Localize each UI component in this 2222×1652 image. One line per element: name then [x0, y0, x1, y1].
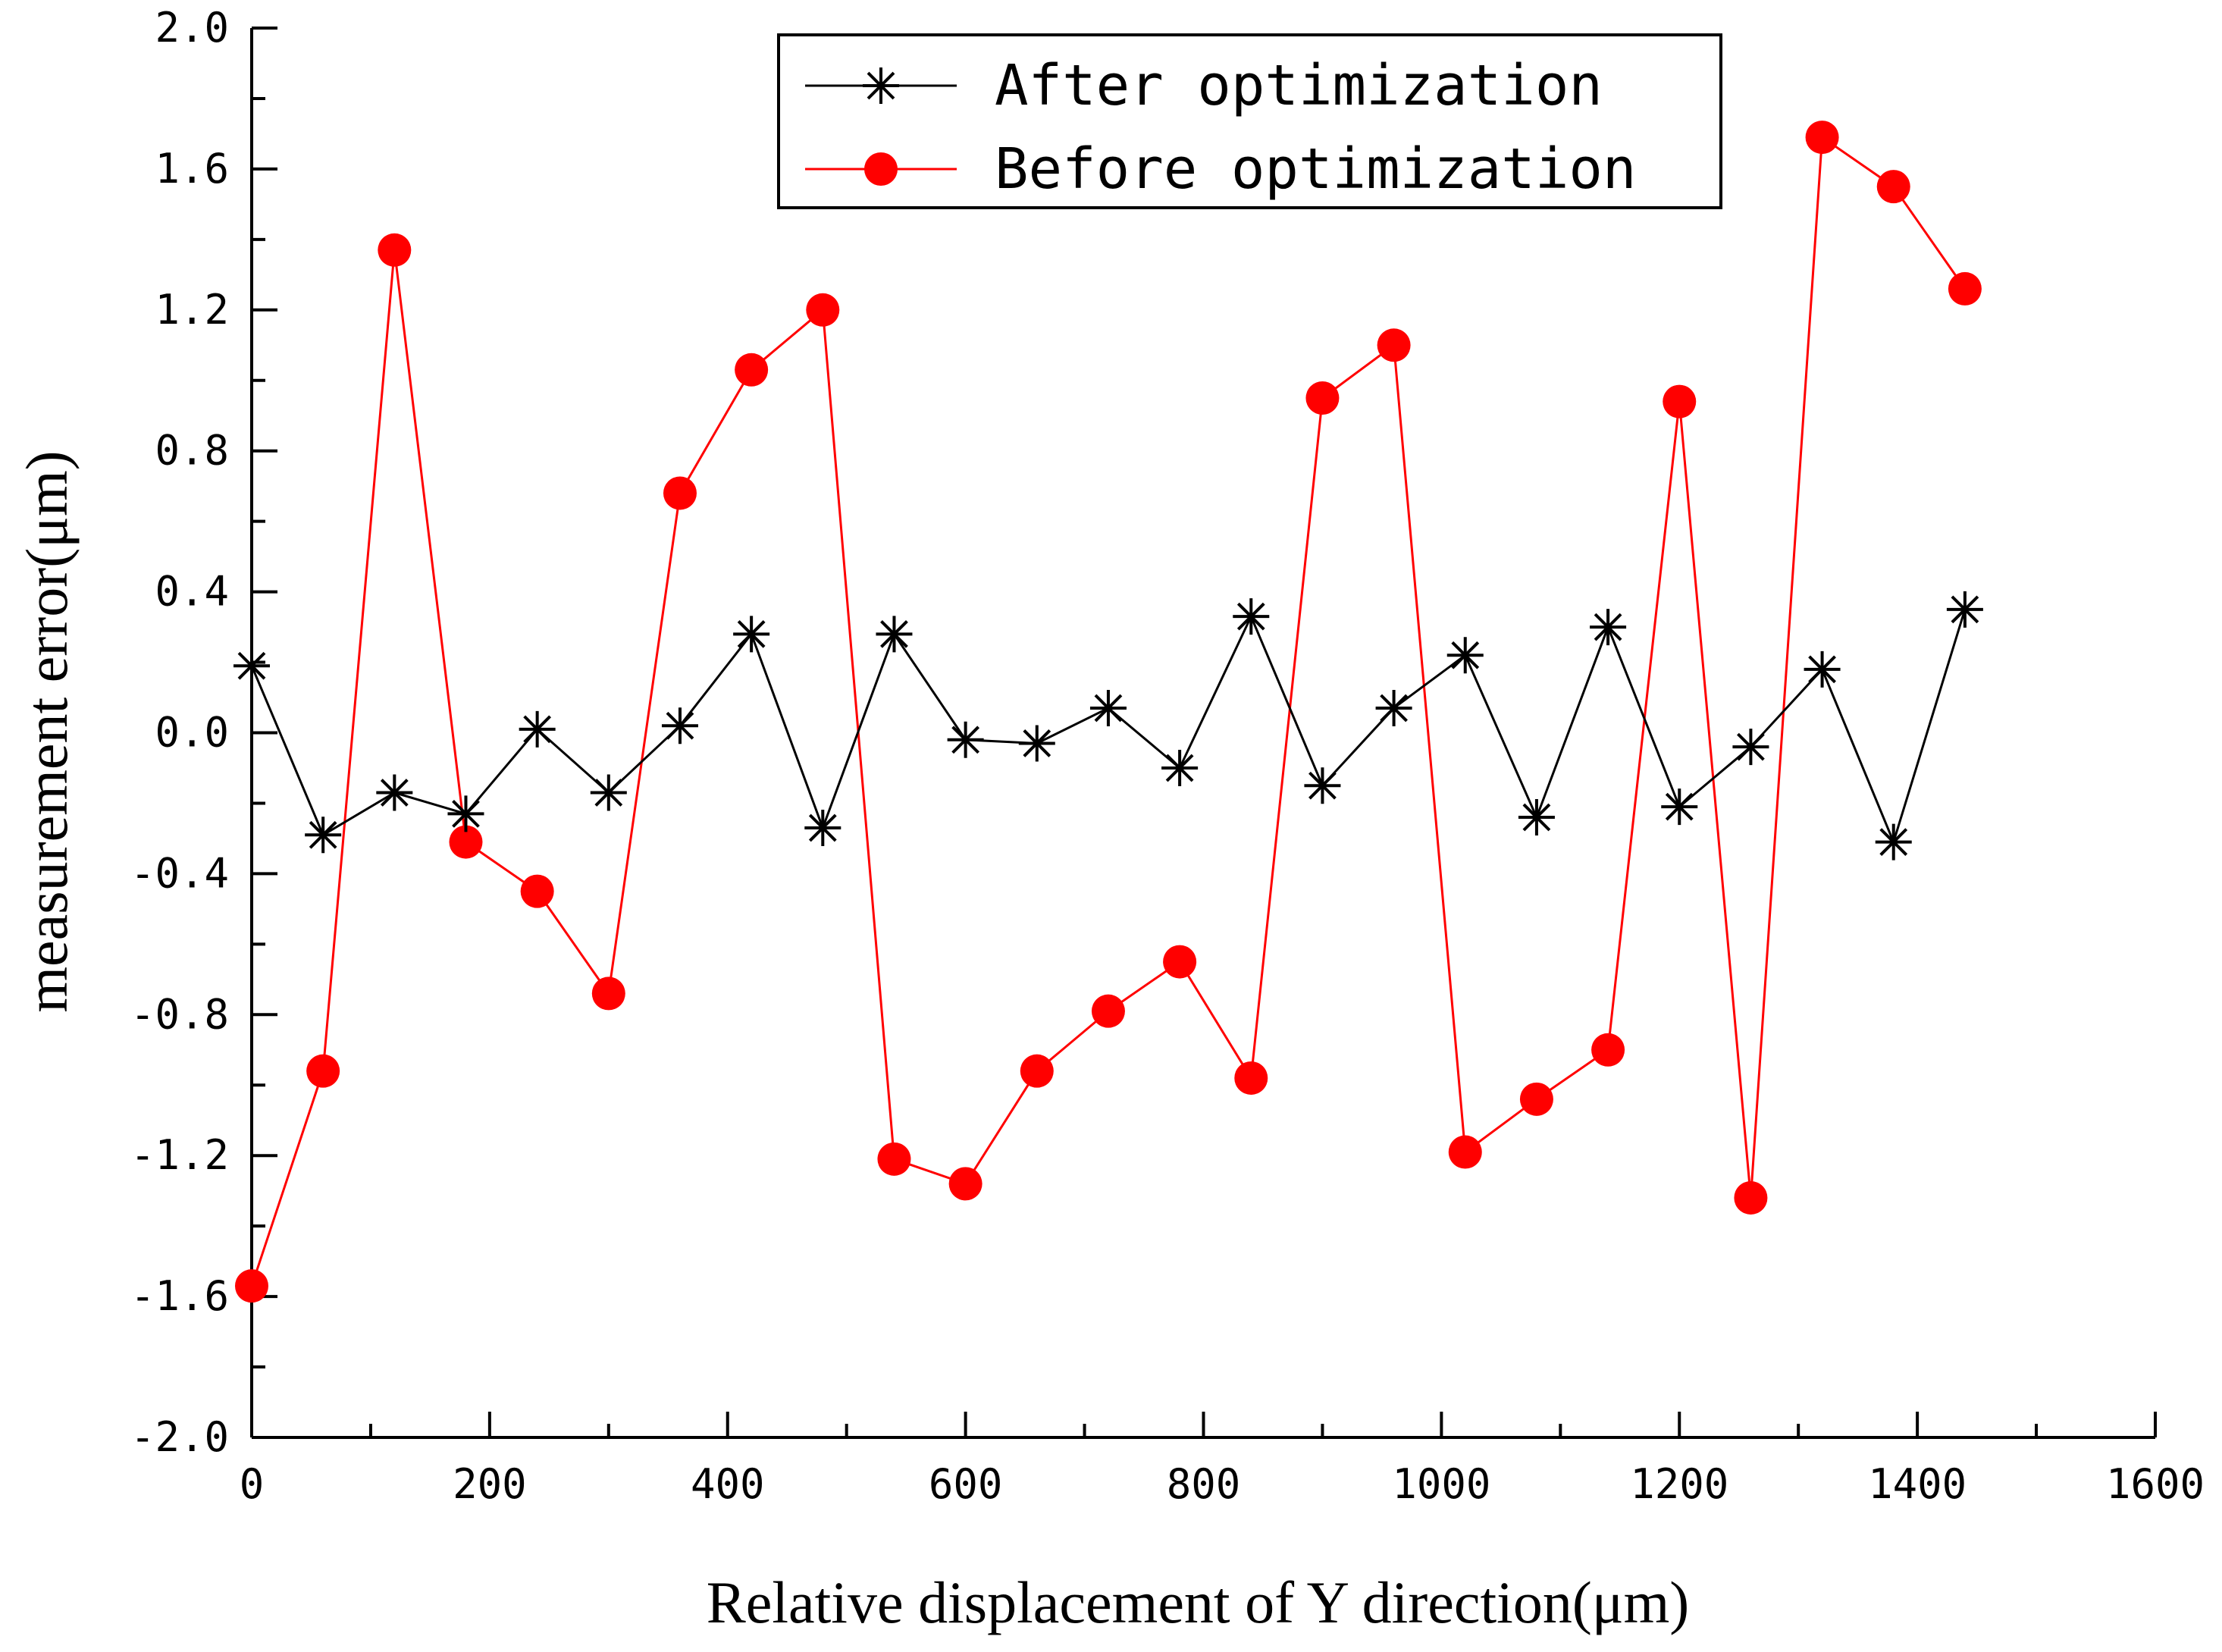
- data-point-after-optimization: [590, 774, 627, 811]
- y-tick-label: -0.4: [130, 849, 229, 897]
- x-tick-label: 200: [453, 1460, 527, 1508]
- legend-box: [777, 33, 1722, 209]
- data-point-before-optimization: [1091, 994, 1125, 1028]
- data-point-before-optimization: [378, 233, 412, 267]
- x-tick-label: 1600: [2106, 1460, 2205, 1508]
- legend: After optimization Before optimization: [777, 33, 1722, 209]
- data-point-after-optimization: [519, 710, 556, 748]
- data-point-before-optimization: [235, 1269, 268, 1303]
- data-point-before-optimization: [1734, 1180, 1768, 1215]
- data-point-after-optimization: [947, 721, 984, 758]
- x-tick-label: 1000: [1392, 1460, 1490, 1508]
- data-point-before-optimization: [735, 353, 769, 387]
- y-tick-label: -2.0: [130, 1413, 229, 1461]
- legend-asterisk: [863, 67, 899, 104]
- data-point-before-optimization: [1805, 121, 1839, 155]
- series-after-optimization: [233, 591, 1983, 860]
- data-point-before-optimization: [1234, 1061, 1268, 1095]
- data-point-before-optimization: [1663, 384, 1697, 418]
- data-point-before-optimization: [663, 476, 697, 510]
- x-tick-label: 800: [1167, 1460, 1241, 1508]
- data-point-after-optimization: [1518, 799, 1555, 836]
- data-point-before-optimization: [1876, 170, 1910, 204]
- data-point-before-optimization: [1591, 1033, 1625, 1067]
- y-tick-label: 1.2: [155, 286, 229, 334]
- series-layer: [233, 121, 1983, 1303]
- x-axis-ticks: 0 200 400 600 800 1000 1200 1400 1600: [240, 1412, 2205, 1508]
- x-tick-label: 600: [929, 1460, 1003, 1508]
- data-point-after-optimization: [1804, 650, 1841, 688]
- y-axis-ticks: -2.0 -1.6 -1.2 -0.8 -0.4 0.0 0.4 0.8 1.2 1.6 2.0: [130, 4, 277, 1461]
- data-point-after-optimization: [733, 616, 770, 653]
- data-point-before-optimization: [877, 1142, 911, 1176]
- series-before-optimization: [235, 121, 1982, 1303]
- data-point-after-optimization: [1661, 788, 1698, 826]
- data-point-before-optimization: [1948, 271, 1982, 306]
- data-point-before-optimization: [1519, 1082, 1553, 1116]
- legend-label-after-optimization: After optimization: [995, 53, 1603, 118]
- data-point-after-optimization: [1018, 725, 1055, 762]
- data-point-after-optimization: [376, 774, 413, 811]
- x-tick-label: 400: [691, 1460, 765, 1508]
- x-axis-title: Relative displacement of Y direction(μm): [707, 1569, 1690, 1635]
- data-point-before-optimization: [520, 874, 554, 908]
- data-point-before-optimization: [1448, 1135, 1482, 1169]
- y-tick-label: -0.8: [130, 990, 229, 1038]
- data-point-after-optimization: [1375, 689, 1412, 726]
- data-point-after-optimization: [1875, 823, 1912, 860]
- x-tick-label: 1200: [1630, 1460, 1728, 1508]
- data-point-after-optimization: [305, 817, 342, 854]
- y-tick-label: 1.6: [155, 145, 229, 193]
- legend-marker-before-optimization: [864, 152, 898, 186]
- y-tick-label: -1.6: [130, 1272, 229, 1320]
- data-point-after-optimization: [447, 795, 484, 832]
- data-point-before-optimization: [1377, 328, 1411, 362]
- y-tick-label: 0.8: [155, 427, 229, 475]
- data-point-before-optimization: [948, 1167, 983, 1201]
- data-point-before-optimization: [1163, 945, 1197, 979]
- x-tick-label: 0: [240, 1460, 265, 1508]
- legend-label-before-optimization: Before optimization: [995, 136, 1636, 202]
- data-point-after-optimization: [1946, 591, 1983, 628]
- data-point-after-optimization: [1233, 598, 1270, 635]
- data-point-before-optimization: [449, 825, 483, 859]
- data-point-after-optimization: [1161, 749, 1199, 786]
- y-tick-label: -1.2: [130, 1131, 229, 1179]
- data-point-before-optimization: [1020, 1054, 1054, 1088]
- data-point-after-optimization: [804, 809, 841, 846]
- data-point-after-optimization: [1446, 637, 1484, 674]
- x-tick-label: 1400: [1868, 1460, 1967, 1508]
- data-point-after-optimization: [1590, 609, 1627, 646]
- data-point-before-optimization: [806, 293, 840, 327]
- legend-marker-after-optimization: [863, 67, 899, 104]
- data-point-before-optimization: [1305, 381, 1340, 415]
- data-point-after-optimization: [1732, 729, 1769, 766]
- y-tick-label: 0.0: [155, 709, 229, 757]
- y-tick-label: 0.4: [155, 568, 229, 616]
- y-tick-label: 2.0: [155, 4, 229, 52]
- data-point-after-optimization: [876, 616, 913, 653]
- data-point-after-optimization: [1304, 767, 1341, 804]
- y-axis-title: measurement error(μm): [14, 450, 80, 1012]
- data-point-before-optimization: [306, 1054, 340, 1088]
- data-point-after-optimization: [233, 647, 270, 685]
- data-point-after-optimization: [1089, 689, 1127, 726]
- data-point-after-optimization: [661, 707, 698, 744]
- data-point-before-optimization: [591, 976, 625, 1011]
